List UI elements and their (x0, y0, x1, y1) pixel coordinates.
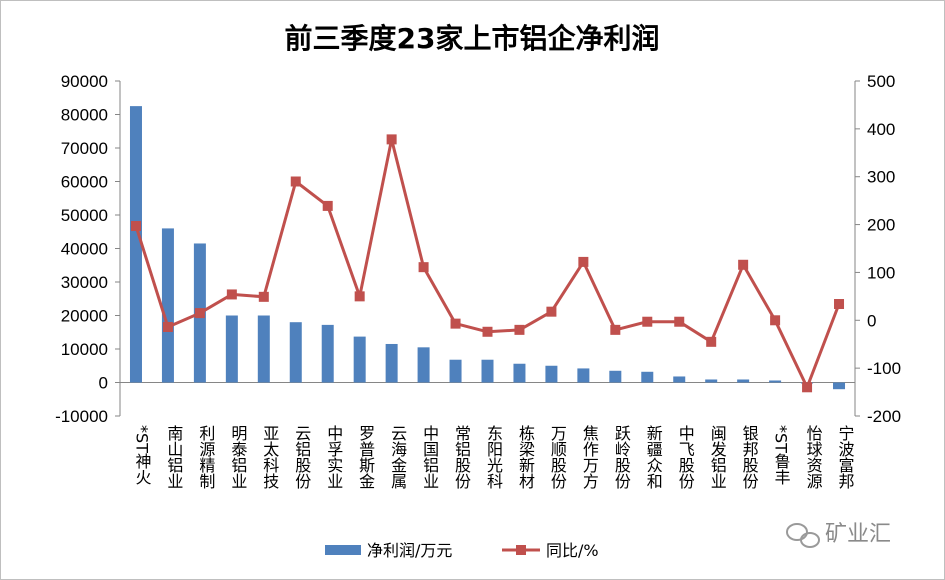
y-left-tick-label: 20000 (61, 307, 108, 326)
y-right-tick-label: -100 (867, 359, 901, 378)
yoy-line (134, 137, 841, 389)
bar-8 (353, 336, 366, 383)
y-left-tick-label: 50000 (61, 206, 108, 225)
yoy-point-15 (578, 256, 589, 267)
y-right-tick-label: 0 (867, 311, 876, 330)
x-category-label: 东阳光科 (484, 425, 503, 489)
yoy-point-11 (450, 318, 461, 329)
x-category-label: 焦作万方 (580, 425, 599, 490)
yoy-point-23 (834, 299, 845, 310)
x-category-label: 新疆众和 (644, 425, 663, 489)
yoy-point-16 (610, 324, 621, 335)
legend-bar-label: 净利润/万元 (367, 541, 452, 560)
x-category-label: 利源精制 (196, 425, 215, 489)
yoy-point-22 (802, 382, 813, 393)
bar-14 (545, 365, 558, 383)
yoy-point-2 (162, 321, 173, 332)
bar-12 (481, 359, 494, 383)
y-left-tick-label: 90000 (61, 72, 108, 91)
chart-title: 前三季度23家上市铝企净利润 (285, 22, 660, 55)
y-left-tick-label: 10000 (61, 340, 108, 359)
y-left-tick-label: 80000 (61, 106, 108, 125)
x-category-label: 闽发铝业 (708, 425, 727, 489)
x-category-label: 南山铝业 (164, 425, 183, 489)
yoy-point-20 (738, 259, 749, 270)
x-category-label: 银邦股份 (740, 425, 759, 490)
yoy-point-17 (642, 316, 653, 327)
yoy-point-19 (706, 336, 717, 347)
x-category-label: 亚太科技 (260, 425, 279, 490)
bar-4 (225, 315, 238, 383)
legend-bar-swatch (325, 545, 361, 555)
y-right-tick-label: 300 (867, 168, 895, 187)
bar-18 (673, 376, 686, 383)
x-category-label: 云海金属 (388, 425, 407, 489)
x-category-label: 中国铝业 (420, 425, 439, 489)
legend-line-label: 同比/% (546, 541, 599, 560)
bar-19 (705, 379, 718, 383)
x-category-label: 怡球资源 (804, 425, 823, 490)
x-category-label: 云铝股份 (292, 425, 311, 490)
bar-15 (577, 368, 590, 383)
y-right-tick-label: 100 (867, 263, 895, 282)
watermark: 矿业汇 (786, 522, 891, 548)
yoy-point-6 (290, 176, 301, 187)
bar-2 (161, 228, 174, 383)
bar-13 (513, 363, 526, 383)
bar-11 (449, 359, 462, 383)
bar-1 (129, 106, 142, 383)
x-category-label: 万顺股份 (548, 425, 567, 490)
y-right-tick-label: 400 (867, 120, 895, 139)
bar-10 (417, 347, 430, 383)
y-left-tick-label: 70000 (61, 139, 108, 158)
bar-20 (737, 379, 750, 383)
x-category-label: 宁波富邦 (836, 425, 855, 489)
yoy-point-5 (258, 291, 269, 302)
bar-17 (641, 371, 654, 383)
x-category-label: *ST鲁丰 (772, 425, 791, 485)
x-category-label: 常铝股份 (452, 425, 471, 490)
yoy-point-21 (770, 315, 781, 326)
bar-6 (289, 322, 302, 383)
y-left-tick-label: 30000 (61, 273, 108, 292)
yoy-point-13 (514, 324, 525, 335)
watermark-text: 矿业汇 (825, 522, 891, 547)
y-right-tick-label: 200 (867, 216, 895, 235)
plot-area: -10000 0 10000 20000 30000 40000 50000 60000 700… (55, 72, 901, 490)
yoy-point-4 (226, 289, 237, 300)
bar-9 (385, 343, 398, 383)
y-left-tick-label: 0 (99, 374, 108, 393)
yoy-point-8 (354, 291, 365, 302)
yoy-point-14 (546, 306, 557, 317)
x-category-label: 罗普斯金 (356, 425, 375, 489)
x-category-label: *ST神火 (132, 425, 151, 485)
bar-5 (257, 315, 270, 383)
x-category-label: 明泰铝业 (228, 425, 247, 489)
x-category-label: 跃岭股份 (612, 425, 631, 490)
yoy-point-1 (130, 221, 141, 232)
x-category-label: 中飞股份 (676, 425, 695, 490)
legend-line-marker (516, 545, 526, 555)
yoy-point-10 (418, 262, 429, 273)
legend: 净利润/万元 同比/% (325, 541, 599, 560)
x-category-label: 栋梁新材 (516, 425, 535, 489)
chat-bubble-icon (786, 523, 820, 548)
y-left-tick-label: -10000 (55, 407, 108, 426)
yoy-point-7 (322, 200, 333, 211)
yoy-point-3 (194, 308, 205, 319)
x-category-label: 中孚实业 (324, 425, 343, 489)
bar-16 (609, 370, 622, 383)
y-right-tick-label: 500 (867, 72, 895, 91)
yoy-point-12 (482, 326, 493, 337)
bar-7 (321, 324, 334, 383)
yoy-point-18 (674, 316, 685, 327)
y-left-tick-label: 40000 (61, 240, 108, 259)
bar-21 (769, 380, 782, 383)
yoy-point-9 (386, 134, 397, 145)
y-left-tick-label: 60000 (61, 173, 108, 192)
y-right-tick-label: -200 (867, 407, 901, 426)
bar-23 (833, 382, 846, 390)
